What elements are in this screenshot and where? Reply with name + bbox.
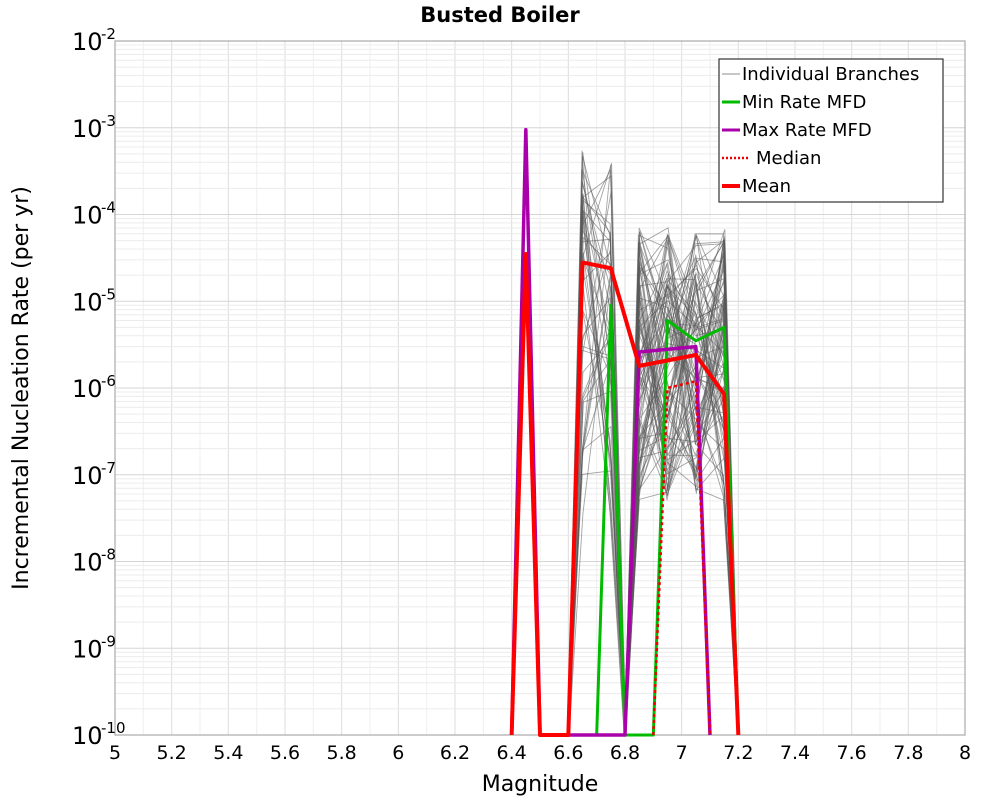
x-tick-label: 6.6 [553, 742, 583, 764]
y-tick-exponent: -5 [101, 285, 116, 303]
x-tick-label: 6 [392, 742, 404, 764]
series-min-rate-mfd [595, 303, 740, 737]
x-tick-label: 6.8 [610, 742, 640, 764]
x-tick-label: 6.4 [497, 742, 527, 764]
legend-label: Individual Branches [742, 64, 919, 85]
x-tick-label: 5 [109, 742, 121, 764]
x-axis-label: Magnitude [482, 772, 599, 797]
y-tick-label: 10 [72, 722, 103, 750]
y-tick-label: 10 [72, 115, 103, 143]
series-max-rate-mfd [509, 127, 712, 737]
y-axis-label: Incremental Nucleation Rate (per yr) [9, 186, 34, 590]
x-tick-label: 8 [959, 742, 971, 764]
legend-label: Mean [742, 176, 791, 197]
y-tick-exponent: -9 [101, 632, 116, 650]
legend: Individual Branches Min Rate MFD Max Rate … [718, 58, 944, 203]
y-tick-exponent: -10 [101, 719, 126, 737]
x-tick-label: 7.4 [780, 742, 810, 764]
y-tick-label: 10 [72, 635, 103, 663]
grid [114, 41, 966, 736]
y-tick-exponent: -2 [101, 25, 116, 43]
legend-box [718, 58, 944, 203]
series-lines [509, 127, 741, 737]
y-tick-exponent: -3 [101, 112, 116, 130]
series-mean [509, 252, 741, 737]
y-tick-label: 10 [72, 549, 103, 577]
legend-label: Min Rate MFD [742, 92, 866, 113]
y-tick-label: 10 [72, 202, 103, 230]
series-median [652, 379, 712, 736]
x-tick-label: 7 [676, 742, 688, 764]
x-tick-label: 5.8 [327, 742, 357, 764]
x-tick-label: 6.2 [440, 742, 470, 764]
y-axis-ticks: 10-210-310-410-510-610-710-810-910-10 [72, 25, 126, 750]
x-tick-label: 7.2 [723, 742, 753, 764]
chart-title: Busted Boiler [420, 3, 580, 27]
y-tick-label: 10 [72, 288, 103, 316]
x-tick-label: 7.8 [893, 742, 923, 764]
x-tick-label: 5.6 [270, 742, 300, 764]
branch-line [624, 295, 740, 736]
y-tick-label: 10 [72, 462, 103, 490]
y-tick-exponent: -7 [101, 459, 116, 477]
legend-label: Max Rate MFD [742, 120, 872, 141]
y-tick-label: 10 [72, 375, 103, 403]
y-tick-exponent: -8 [101, 546, 116, 564]
x-axis-ticks: 5 5.2 5.4 5.6 5.8 6 6.2 6.4 6.6 6.8 7 7.2 7.4 7.6 7.8 8 [109, 742, 971, 764]
x-tick-label: 7.6 [837, 742, 867, 764]
x-tick-label: 5.4 [213, 742, 243, 764]
y-tick-exponent: -4 [101, 199, 116, 217]
y-tick-exponent: -6 [101, 372, 116, 390]
legend-label: Median [756, 148, 821, 169]
x-tick-label: 5.2 [157, 742, 187, 764]
y-tick-label: 10 [72, 28, 103, 56]
